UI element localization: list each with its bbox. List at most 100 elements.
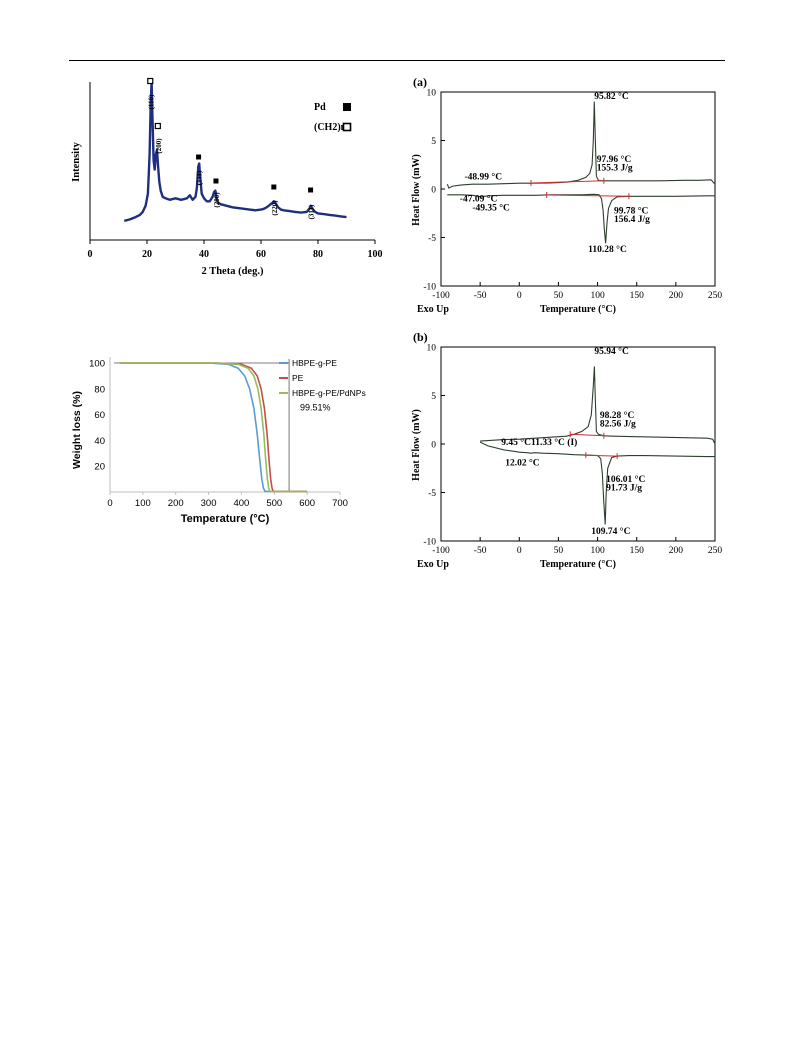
tga-legend-label: PE xyxy=(292,373,304,383)
tga-x-tick-label: 600 xyxy=(299,498,315,509)
dsc-annotation: 109.74 °C xyxy=(591,526,630,537)
tga-x-tick-label: 200 xyxy=(168,498,184,509)
dsc-integration-baseline xyxy=(585,454,618,457)
dsc-annotation: 9.45 °C xyxy=(501,437,531,448)
dsc-y-axis-label: Heat Flow (mW) xyxy=(411,409,422,481)
tga-series-line xyxy=(119,362,308,493)
dsc-plot-frame xyxy=(440,91,716,287)
xrd-legend-label: Pd xyxy=(314,102,326,113)
tga-y-axis-label: Weight loss (%) xyxy=(71,391,83,469)
dsc-x-tick-label: -100 xyxy=(432,546,450,556)
dsc-integration-baseline xyxy=(530,180,604,184)
tga-legend-label: HBPE-g-PE xyxy=(292,358,337,368)
dsc-annotation: -48.99 °C xyxy=(464,171,502,182)
dsc-exo-up-label: Exo Up xyxy=(417,559,449,570)
xrd-series-line xyxy=(123,80,347,223)
dsc-x-tick-label: 150 xyxy=(630,291,645,301)
xrd-chart: 0 20 40 60 80 100 2 Theta (deg.) Intensity (110)… xyxy=(71,77,383,277)
dsc-annotation: 91.73 J/g xyxy=(606,484,642,494)
dsc-x-tick-label: -50 xyxy=(474,291,487,301)
xrd-peak-label: (200) xyxy=(213,192,221,208)
xrd-x-tick-label: 20 xyxy=(142,249,152,260)
xrd-x-tick-label: 100 xyxy=(368,249,383,260)
dsc-heating-trace xyxy=(446,101,716,189)
dsc-integration-baseline xyxy=(570,433,604,437)
xrd-ch2-marker xyxy=(147,77,154,85)
page-header-rule xyxy=(69,60,725,61)
dsc-heating-trace xyxy=(480,366,716,445)
xrd-peak-label: (110) xyxy=(147,94,155,109)
dsc-integration-baseline xyxy=(546,194,629,197)
tga-legend-label: HBPE-g-PE/PdNPs xyxy=(292,388,366,398)
dsc-y-tick-label: 10 xyxy=(427,344,437,354)
dsc-y-tick-label: 5 xyxy=(431,137,436,147)
xrd-x-tick-label: 60 xyxy=(256,249,266,260)
dsc-annotation: 110.28 °C xyxy=(588,244,627,255)
tga-chart: 20 40 60 80 100 0 100 200 300 400 500 600 700 Tempera… xyxy=(71,357,366,525)
xrd-pd-marker xyxy=(213,178,219,184)
dsc-annotation: 99.78 °C xyxy=(614,205,649,216)
dsc-x-tick-label: 50 xyxy=(554,546,564,556)
tga-series-line xyxy=(119,362,308,493)
dsc-y-tick-label: -10 xyxy=(423,283,436,293)
dsc-panel-label: (b) xyxy=(413,330,428,344)
tga-x-axis-label: Temperature (°C) xyxy=(181,513,270,525)
dsc-annotation: 98.28 °C xyxy=(600,410,635,421)
tga-x-tick-label: 300 xyxy=(201,498,217,509)
xrd-pd-marker xyxy=(196,154,202,160)
dsc-y-tick-label: 5 xyxy=(431,392,436,402)
tga-series-line xyxy=(119,362,308,493)
xrd-peak-label: (200) xyxy=(155,138,163,154)
tga-annotation: 99.51% xyxy=(300,403,331,413)
dsc-x-tick-label: 0 xyxy=(517,546,522,556)
tga-y-tick-label: 40 xyxy=(94,436,105,447)
dsc-annotation: 95.82 °C xyxy=(594,91,629,102)
dsc-x-tick-label: 250 xyxy=(708,291,723,301)
xrd-legend-marker xyxy=(343,103,351,111)
xrd-x-tick-label: 0 xyxy=(88,249,93,260)
xrd-pd-marker xyxy=(308,187,314,193)
xrd-x-tick-label: 80 xyxy=(313,249,323,260)
xrd-peak-label: (311) xyxy=(308,204,316,219)
xrd-legend-marker xyxy=(342,122,352,132)
dsc-x-tick-label: 0 xyxy=(517,291,522,301)
xrd-y-axis-label: Intensity xyxy=(71,141,82,181)
dsc-annotation: 95.94 °C xyxy=(594,346,629,357)
dsc-annotation: 12.02 °C xyxy=(505,457,540,468)
dsc-annotation: -49.35 °C xyxy=(472,202,510,213)
dsc-annotation: 106.01 °C xyxy=(606,474,645,485)
tga-x-tick-label: 400 xyxy=(233,498,249,509)
dsc-x-axis-label: Temperature (°C) xyxy=(540,304,616,315)
dsc-x-tick-label: -50 xyxy=(474,546,487,556)
dsc-annotation: -47.09 °C xyxy=(460,194,498,205)
tga-y-tick-label: 100 xyxy=(89,359,105,370)
dsc-exo-up-label: Exo Up xyxy=(417,304,449,315)
xrd-ch2-marker xyxy=(154,122,161,130)
tga-y-tick-label: 60 xyxy=(94,410,105,421)
xrd-x-tick-label: 40 xyxy=(199,249,209,260)
dsc-y-tick-label: -5 xyxy=(428,489,436,499)
xrd-x-axis-label: 2 Theta (deg.) xyxy=(202,266,264,277)
xrd-pd-marker xyxy=(271,184,277,190)
dsc-y-tick-label: 10 xyxy=(427,89,437,99)
dsc-annotation: 97.96 °C xyxy=(597,154,632,165)
dsc-x-tick-label: -100 xyxy=(432,291,450,301)
tga-x-tick-label: 500 xyxy=(266,498,282,509)
dsc-x-tick-label: 200 xyxy=(669,546,684,556)
dsc-y-tick-label: 0 xyxy=(431,186,436,196)
tga-x-tick-label: 0 xyxy=(107,498,112,509)
tga-x-tick-label: 700 xyxy=(332,498,348,509)
dsc-y-tick-label: -10 xyxy=(423,538,436,548)
dsc-x-tick-label: 150 xyxy=(630,546,645,556)
tga-x-tick-label: 100 xyxy=(135,498,151,509)
dsc-cooling-trace xyxy=(479,441,715,525)
dsc-x-tick-label: 250 xyxy=(708,546,723,556)
tga-y-tick-label: 80 xyxy=(94,384,105,395)
dsc-annotation: 11.33 °C (I) xyxy=(531,437,577,448)
xrd-peak-label: (111) xyxy=(196,170,204,185)
dsc-x-tick-label: 50 xyxy=(554,291,564,301)
dsc-x-tick-label: 200 xyxy=(669,291,684,301)
tga-y-tick-label: 20 xyxy=(94,462,105,473)
dsc-annotation: 82.56 J/g xyxy=(600,420,636,430)
